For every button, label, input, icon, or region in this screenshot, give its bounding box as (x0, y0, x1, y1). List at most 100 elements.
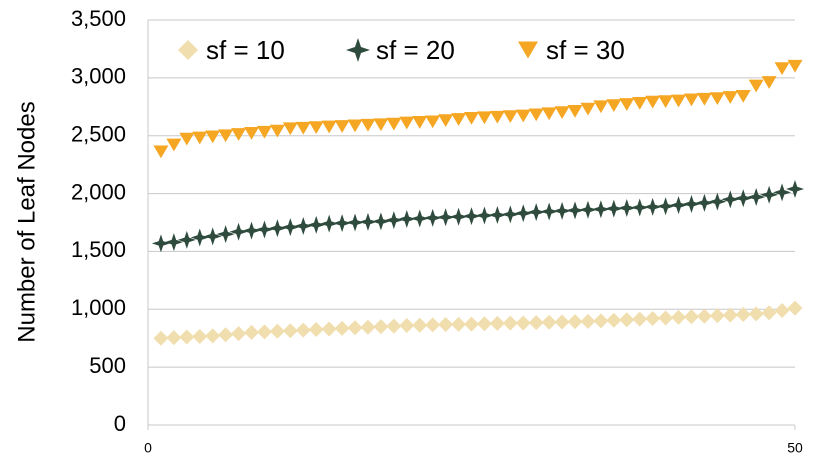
marker (399, 317, 415, 333)
marker (151, 234, 170, 253)
marker (282, 122, 298, 136)
marker (735, 89, 751, 103)
y-tick-label: 500 (89, 353, 126, 378)
y-tick-label: 2,000 (71, 179, 126, 204)
marker (282, 323, 298, 339)
marker (451, 113, 467, 126)
marker (397, 210, 416, 229)
marker (320, 214, 339, 233)
marker (604, 199, 623, 218)
marker (541, 314, 557, 330)
marker (462, 207, 481, 226)
marker (256, 125, 272, 139)
y-tick-label: 1,500 (71, 237, 126, 262)
marker (438, 317, 454, 333)
marker (734, 189, 753, 208)
marker (671, 94, 687, 108)
marker (476, 111, 492, 125)
marker (333, 214, 352, 233)
marker (683, 93, 699, 107)
legend-label: sf = 10 (206, 35, 285, 65)
marker (321, 120, 337, 134)
marker (554, 314, 570, 330)
y-tick-label: 3,500 (71, 6, 126, 31)
marker (399, 116, 415, 130)
marker (774, 62, 790, 75)
marker (436, 208, 455, 227)
marker (464, 316, 479, 332)
marker (761, 76, 777, 89)
marker (321, 321, 337, 337)
marker (179, 132, 195, 146)
marker (153, 145, 169, 159)
marker (451, 316, 467, 332)
marker (722, 307, 738, 323)
marker (774, 302, 790, 318)
marker (244, 324, 260, 340)
marker (190, 228, 209, 247)
marker (307, 215, 326, 234)
marker (347, 119, 363, 133)
marker (567, 105, 583, 118)
legend-label: sf = 20 (376, 35, 455, 65)
marker (566, 201, 585, 220)
marker (347, 320, 363, 336)
marker (514, 204, 533, 223)
marker (709, 308, 725, 324)
marker (218, 129, 234, 143)
marker (696, 308, 712, 324)
legend-marker (346, 38, 370, 62)
legend-marker (518, 41, 538, 59)
marker (412, 116, 428, 129)
y-tick-label: 2,500 (71, 122, 126, 147)
marker (164, 233, 183, 252)
marker (166, 330, 182, 346)
marker (360, 319, 376, 335)
marker (645, 95, 661, 109)
marker (735, 306, 751, 322)
marker (541, 107, 557, 121)
marker (619, 98, 635, 111)
x-tick-label: 50 (787, 440, 803, 456)
marker (166, 138, 182, 152)
marker (295, 121, 311, 135)
marker (760, 185, 779, 204)
marker (658, 310, 674, 326)
marker (295, 322, 311, 338)
marker (708, 192, 727, 211)
marker (773, 183, 792, 202)
marker (696, 92, 712, 106)
marker (567, 314, 583, 330)
marker (294, 216, 313, 235)
marker (502, 110, 518, 123)
marker (761, 305, 777, 321)
marker (281, 218, 300, 237)
marker (682, 194, 701, 213)
marker (308, 322, 324, 338)
marker (231, 128, 247, 141)
marker (371, 212, 390, 231)
marker (722, 91, 738, 104)
marker (256, 324, 272, 340)
marker (748, 79, 764, 93)
marker (593, 313, 609, 329)
marker (255, 220, 274, 239)
marker (553, 201, 572, 220)
marker (617, 199, 636, 218)
marker (386, 318, 402, 334)
marker (787, 59, 803, 73)
marker (269, 124, 285, 138)
marker (515, 315, 531, 331)
marker (786, 179, 804, 198)
marker (423, 208, 442, 227)
y-tick-label: 1,000 (71, 295, 126, 320)
marker (619, 312, 635, 328)
marker (606, 312, 622, 328)
marker (334, 120, 350, 133)
marker (695, 193, 714, 212)
marker (489, 315, 505, 331)
marker (489, 110, 505, 124)
marker (658, 95, 674, 108)
marker (358, 212, 377, 231)
